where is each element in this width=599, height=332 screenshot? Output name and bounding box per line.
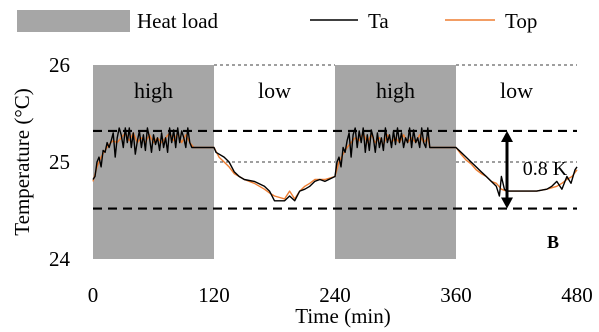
gridlines [214,64,577,163]
range-annotation: 0.8 K [501,130,568,209]
range-annotation-label: 0.8 K [523,158,568,180]
zone-label-0: high [134,78,173,103]
y-tick-label-0: 24 [49,247,71,271]
legend: Heat load Ta Top [17,9,537,33]
x-tick-label-1: 120 [198,283,230,307]
series-line-top [92,132,578,200]
y-axis-title: Temperature (°C) [10,88,34,235]
heat-load-zones [93,65,456,259]
panel-label: B [547,232,559,252]
legend-label-top: Top [505,9,537,33]
series-line-ta [92,127,578,202]
range-arrow-head-bottom [501,197,513,209]
legend-label-ta: Ta [368,9,389,33]
range-arrow-head-top [501,130,513,142]
series-lines [92,127,578,202]
x-tick-labels: 0 120 240 360 480 [88,283,593,307]
zone-label-1: low [258,78,291,103]
x-axis-title: Time (min) [295,304,390,328]
x-tick-label-4: 480 [561,283,593,307]
zone-label-2: high [376,78,415,103]
zone-label-3: low [500,78,533,103]
x-tick-label-0: 0 [88,283,99,307]
x-tick-label-2: 240 [319,283,351,307]
legend-label-heat-load: Heat load [137,9,219,33]
zone-labels: high low high low [134,78,533,103]
x-tick-label-3: 360 [440,283,472,307]
legend-patch-heat-load [17,10,130,32]
y-tick-label-1: 25 [49,150,70,174]
heat-load-zone-0 [93,65,214,259]
y-tick-label-2: 26 [49,53,70,77]
heat-load-zone-2 [335,65,456,259]
y-tick-labels: 24 25 26 [49,53,71,271]
